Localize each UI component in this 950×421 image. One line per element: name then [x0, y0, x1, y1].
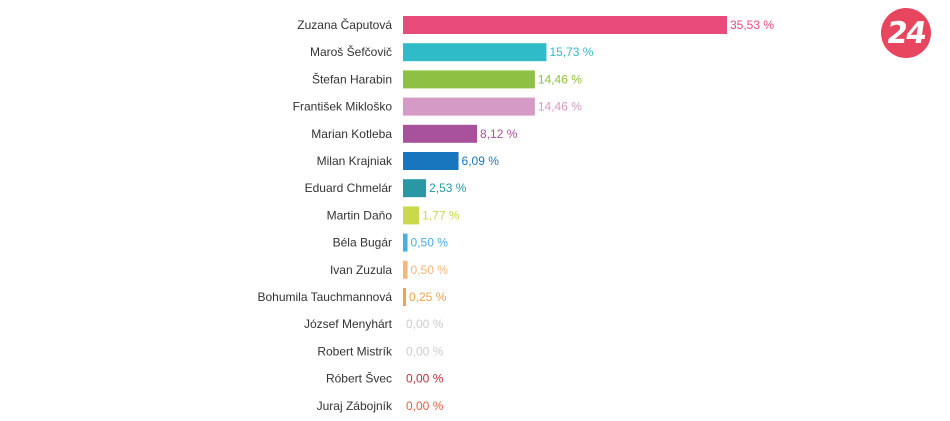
category-label: Štefan Harabin	[312, 71, 392, 86]
bar[interactable]	[403, 97, 535, 116]
value-label: 6,09 %	[462, 154, 500, 168]
value-label: 0,25 %	[409, 290, 447, 304]
bar[interactable]	[403, 43, 547, 62]
category-label: Róbert Švec	[326, 371, 392, 386]
logo-text: 24	[884, 15, 928, 51]
value-label: 14,46 %	[538, 72, 582, 86]
value-label: 2,53 %	[429, 181, 467, 195]
value-label: 0,00 %	[406, 399, 444, 413]
bar[interactable]	[403, 260, 408, 279]
category-label: Ivan Zuzula	[330, 263, 392, 277]
category-label: Juraj Zábojník	[317, 399, 393, 413]
value-label: 14,46 %	[538, 100, 582, 114]
category-label: Bohumila Tauchmannová	[257, 290, 392, 304]
value-label: 0,00 %	[406, 344, 444, 358]
value-label: 0,00 %	[406, 317, 444, 331]
bar[interactable]	[403, 124, 478, 143]
value-label: 35,53 %	[730, 18, 774, 32]
category-label: Robert Mistrík	[317, 344, 393, 358]
value-label: 15,73 %	[549, 45, 593, 59]
bar[interactable]	[403, 152, 459, 170]
bar[interactable]	[403, 16, 727, 34]
bar[interactable]	[403, 288, 406, 306]
bar[interactable]	[403, 233, 408, 252]
value-label: 0,50 %	[411, 263, 449, 277]
category-label: Milan Krajniak	[317, 154, 393, 168]
value-label: 0,00 %	[406, 372, 444, 386]
value-label: 0,50 %	[411, 236, 449, 250]
value-label: 1,77 %	[422, 208, 460, 222]
category-label: Zuzana Čaputová	[297, 17, 392, 32]
bar[interactable]	[403, 206, 420, 225]
bar[interactable]	[403, 70, 535, 89]
category-label: Marian Kotleba	[311, 127, 392, 141]
logo-24: 24	[881, 8, 931, 58]
category-label: Martin Daňo	[327, 208, 393, 222]
category-label: József Menyhárt	[304, 317, 393, 331]
category-label: Eduard Chmelár	[305, 181, 392, 195]
category-label: František Mikloško	[293, 100, 393, 114]
category-label: Maroš Šefčovič	[310, 44, 392, 59]
value-label: 8,12 %	[480, 127, 518, 141]
category-label: Béla Bugár	[333, 236, 392, 250]
bar[interactable]	[403, 179, 427, 198]
